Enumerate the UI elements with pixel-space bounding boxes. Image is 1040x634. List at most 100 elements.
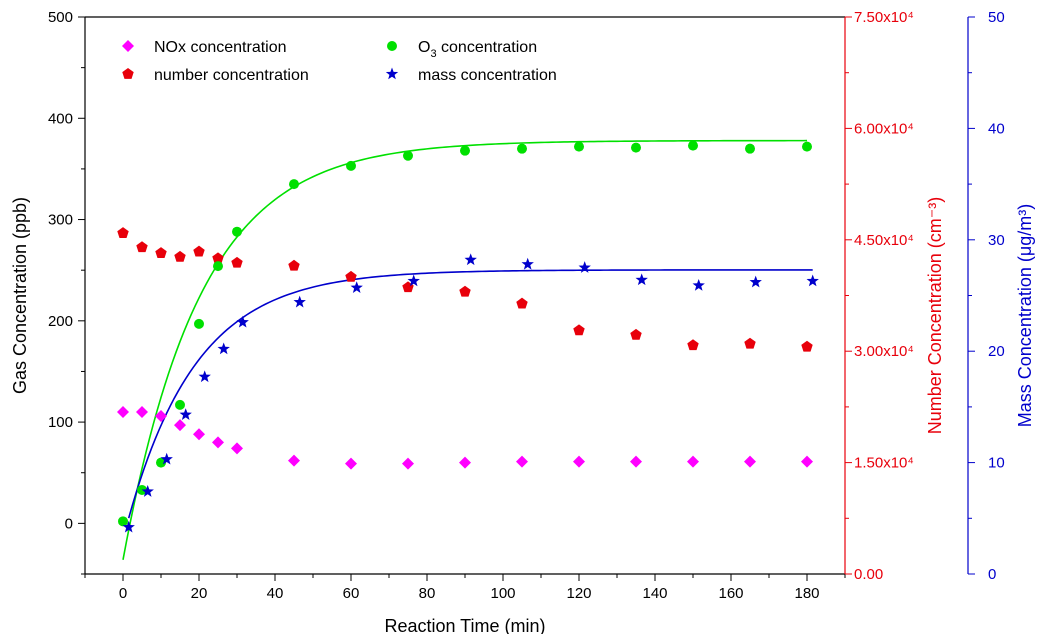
data-point-pentagon (212, 252, 224, 264)
data-point-circle (175, 399, 185, 410)
data-point-pentagon (136, 241, 148, 253)
fit-lines (122, 139, 813, 560)
left-tick-label: 100 (48, 414, 73, 431)
data-point-pentagon (744, 337, 756, 349)
legend-label-text: O (418, 39, 430, 56)
right-number-tick-label: 4.50x10⁴ (854, 232, 914, 249)
data-point-diamond (801, 455, 813, 468)
data-point-diamond (193, 428, 205, 441)
legend-label: number concentration (154, 67, 309, 84)
data-point-diamond (288, 454, 300, 467)
data-point-star (217, 342, 230, 355)
data-point-circle (688, 140, 698, 151)
data-point-star (198, 370, 211, 383)
data-point-circle (745, 143, 755, 154)
legend-marker-diamond (122, 40, 134, 52)
x-axis-title: Reaction Time (min) (384, 616, 545, 634)
data-point-circle (232, 226, 242, 237)
x-tick-label: 40 (267, 585, 284, 602)
x-tick-label: 100 (490, 585, 515, 602)
right-mass-tick-label: 20 (988, 343, 1005, 360)
data-point-pentagon (117, 227, 129, 238)
data-point-circle (156, 457, 166, 468)
data-point-diamond (345, 457, 357, 470)
data-point-circle (213, 261, 223, 272)
data-point-diamond (117, 405, 129, 418)
data-point-star (806, 274, 819, 287)
data-point-circle (460, 145, 470, 156)
data-point-pentagon (345, 270, 357, 282)
x-tick-label: 140 (642, 585, 667, 602)
data-point-diamond (573, 455, 585, 468)
data-point-star (122, 520, 135, 533)
data-point-circle (631, 142, 641, 153)
data-point-diamond (630, 455, 642, 468)
data-point-circle (517, 143, 527, 154)
right-number-tick-label: 7.50x10⁴ (854, 9, 914, 26)
x-tick-label: 0 (119, 585, 127, 602)
series-pentagon (117, 227, 813, 352)
legend: NOx concentration O3 concentration number … (122, 39, 557, 84)
right-number-tick-label: 1.50x10⁴ (854, 455, 914, 472)
series-star (122, 253, 819, 533)
data-point-star (464, 253, 477, 266)
x-tick-label: 120 (566, 585, 591, 602)
data-point-pentagon (573, 324, 585, 336)
data-point-diamond (212, 436, 224, 449)
data-point-diamond (402, 457, 414, 470)
x-tick-label: 160 (718, 585, 743, 602)
left-tick-label: 400 (48, 110, 73, 127)
data-point-star (350, 281, 363, 293)
data-point-pentagon (801, 340, 813, 352)
right-number-tick-label: 6.00x10⁴ (854, 120, 914, 137)
legend-label: NOx concentration (154, 39, 287, 56)
data-point-star (521, 257, 534, 270)
legend-label-text: number concentration (154, 67, 309, 84)
legend-label-rest: concentration (437, 39, 538, 56)
data-point-star (160, 452, 173, 465)
x-tick-label: 180 (794, 585, 819, 602)
legend-label-subscript: 3 (430, 48, 436, 60)
legend-marker-star (385, 67, 399, 80)
data-point-diamond (744, 455, 756, 468)
left-tick-label: 200 (48, 313, 73, 330)
left-axis-title: Gas Concentration (ppb) (10, 197, 30, 394)
left-tick-label: 300 (48, 212, 73, 229)
data-point-star (692, 278, 705, 291)
legend-label: O3 concentration (418, 39, 537, 60)
data-point-circle (574, 141, 584, 152)
legend-marker-pentagon (122, 68, 134, 79)
fit-curve-star (127, 269, 813, 519)
data-point-diamond (459, 456, 471, 469)
right-mass-tick-label: 50 (988, 9, 1005, 26)
legend-marker-circle (387, 41, 397, 51)
series-circle (118, 140, 812, 527)
right-number-axis-title: Number Concentration (cm⁻³) (925, 197, 945, 435)
right-mass-tick-label: 40 (988, 120, 1005, 137)
data-point-star (407, 274, 420, 287)
data-point-diamond (155, 410, 167, 423)
legend-label: mass concentration (418, 67, 557, 84)
data-point-circle (403, 150, 413, 161)
data-point-diamond (516, 455, 528, 468)
data-point-circle (289, 179, 299, 190)
data-point-pentagon (630, 328, 642, 340)
data-point-star (749, 275, 762, 288)
data-point-star (179, 408, 192, 420)
data-point-pentagon (288, 259, 300, 271)
right-mass-tick-label: 30 (988, 232, 1005, 249)
legend-label-text: mass concentration (418, 67, 557, 84)
data-point-pentagon (231, 256, 243, 268)
x-tick-label: 80 (419, 585, 436, 602)
data-point-pentagon (155, 247, 167, 259)
data-point-star (293, 295, 306, 308)
data-markers (117, 140, 819, 533)
legend-label-text: NOx concentration (154, 39, 287, 56)
data-point-circle (194, 318, 204, 329)
data-point-pentagon (459, 285, 471, 297)
data-point-star (578, 261, 591, 273)
data-point-star (635, 273, 648, 286)
data-point-circle (137, 484, 147, 495)
